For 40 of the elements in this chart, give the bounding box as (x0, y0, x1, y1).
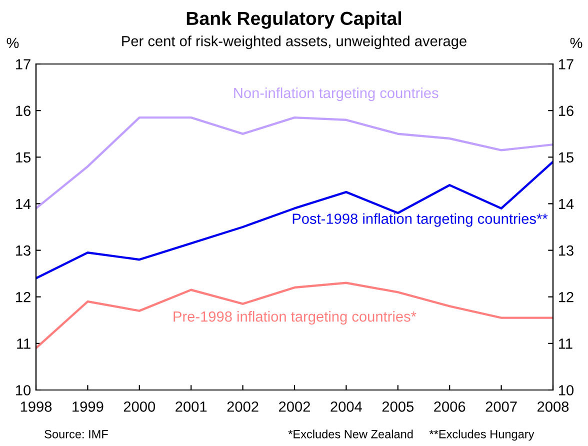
chart-title: Bank Regulatory Capital (186, 11, 402, 29)
y-axis-title: % (6, 38, 19, 48)
line-series (36, 116, 553, 210)
y-tick-label: 10 (16, 385, 31, 396)
y2-tick-label: 11 (558, 338, 572, 349)
text: *Excludes New Zealand (288, 430, 413, 438)
series-label: Non-inflation targeting countries (234, 87, 438, 102)
y2-tick-label: 13 (558, 245, 574, 256)
series-label: Pre-1998 inflation targeting countries* (174, 311, 416, 325)
chart-subtitle: Per cent of risk-weighted assets, unweighted average (122, 36, 466, 50)
y2-tick-label: 12 (558, 292, 574, 302)
y-tick-label: 17 (16, 59, 30, 70)
x-tick-label: 2006 (434, 401, 466, 412)
y-tick-label: 16 (16, 106, 30, 116)
x-tick-label: 2002 (227, 401, 258, 412)
y-tick-label: 15 (16, 152, 31, 163)
y2-tick-label: 14 (558, 198, 574, 209)
x-tick-label: 2001 (176, 401, 207, 412)
y2-tick-label: 17 (558, 59, 574, 70)
x-tick-label: 1999 (72, 401, 104, 412)
y2-tick-label: 16 (558, 106, 574, 116)
y-tick-label: 14 (16, 198, 31, 209)
x-tick-label: 2007 (486, 401, 517, 412)
y2-axis-title: % (570, 38, 582, 48)
y2-tick-label: 15 (558, 152, 574, 163)
x-tick-label: 2005 (382, 401, 414, 412)
y2-tick-label: 10 (558, 385, 574, 396)
y-tick-label: 12 (16, 292, 30, 302)
y-tick-label: 11 (17, 338, 30, 349)
series-label: Post-1998 inflation targeting countries** (292, 213, 548, 227)
line-series (36, 160, 553, 280)
x-tick-label: 2004 (330, 401, 362, 412)
source-note: Source: IMF (44, 430, 108, 438)
text: **Excludes Hungary (429, 430, 534, 441)
line-series (36, 282, 553, 350)
x-tick-label: 2002 (279, 401, 310, 412)
x-tick-label: 1998 (20, 401, 52, 412)
x-tick-label: 2008 (538, 401, 569, 412)
x-tick-label: 2000 (124, 401, 156, 412)
y-tick-label: 13 (16, 245, 30, 256)
